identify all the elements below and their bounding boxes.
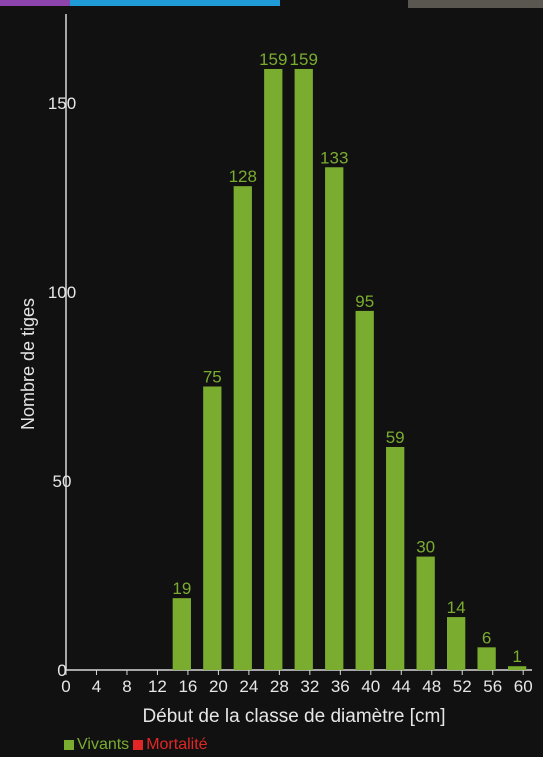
bar-label-0: 19 (172, 579, 191, 598)
x-tick-labels: 0 4 8 12 16 20 24 28 32 36 40 44 48 52 56 60 (61, 670, 533, 696)
bar-label-11: 1 (512, 647, 521, 666)
bar-0 (172, 598, 191, 670)
x-tick-16: 16 (178, 677, 197, 696)
legend-label-vivants: Vivants (77, 736, 130, 753)
bar-1 (203, 386, 222, 670)
bar-7 (386, 446, 405, 670)
y-tick-150: 150 (48, 94, 76, 113)
bar-8 (416, 556, 435, 670)
bar-label-8: 30 (416, 538, 435, 557)
chart-legend: Vivants Mortalité (64, 736, 208, 754)
bar-label-1: 75 (203, 368, 222, 387)
x-tick-12: 12 (148, 677, 167, 696)
bar-label-2: 128 (229, 167, 257, 186)
x-tick-8: 8 (122, 677, 131, 696)
bar-label-4: 159 (290, 50, 318, 69)
top-bar-purple-segment (0, 0, 70, 6)
bar-series-vivants (172, 68, 527, 671)
x-tick-60: 60 (514, 677, 533, 696)
bar-data-labels: 19 75 128 159 159 133 95 59 30 14 6 1 (172, 50, 521, 666)
y-axis-label: Nombre de tiges (18, 298, 38, 430)
x-tick-20: 20 (209, 677, 228, 696)
y-tick-100: 100 (48, 283, 76, 302)
x-tick-40: 40 (361, 677, 380, 696)
x-tick-4: 4 (92, 677, 101, 696)
legend-item-mortalite: Mortalité (133, 736, 208, 754)
bar-label-10: 6 (482, 628, 491, 647)
x-tick-44: 44 (392, 677, 411, 696)
x-tick-0: 0 (61, 677, 70, 696)
y-tick-labels: 0 50 100 150 (48, 94, 76, 680)
bar-5 (325, 167, 344, 670)
bar-4 (294, 68, 313, 671)
x-tick-24: 24 (239, 677, 258, 696)
y-tick-50: 50 (53, 472, 72, 491)
bar-label-5: 133 (320, 148, 348, 167)
x-tick-28: 28 (270, 677, 289, 696)
top-bar-photo-strip (408, 0, 543, 8)
legend-item-vivants: Vivants (64, 736, 129, 754)
x-tick-48: 48 (422, 677, 441, 696)
bar-label-9: 14 (447, 598, 466, 617)
x-tick-36: 36 (331, 677, 350, 696)
x-tick-52: 52 (453, 677, 472, 696)
x-tick-56: 56 (483, 677, 502, 696)
y-tick-0: 0 (57, 661, 66, 680)
bar-10 (477, 647, 496, 670)
bar-9 (447, 617, 466, 670)
bar-label-3: 159 (259, 50, 287, 69)
top-color-bar (0, 0, 543, 8)
bar-11 (507, 666, 527, 670)
x-tick-32: 32 (300, 677, 319, 696)
bar-6 (355, 310, 374, 670)
x-axis-label: Début de la classe de diamètre [cm] (142, 706, 445, 727)
bar-label-7: 59 (386, 428, 405, 447)
bar-2 (233, 186, 252, 670)
legend-swatch-vivants (64, 740, 74, 750)
legend-label-mortalite: Mortalité (146, 736, 208, 753)
legend-swatch-mortalite (133, 740, 144, 750)
top-bar-blue-segment (70, 0, 280, 6)
bar-label-6: 95 (355, 292, 374, 311)
bar-3 (264, 68, 283, 671)
